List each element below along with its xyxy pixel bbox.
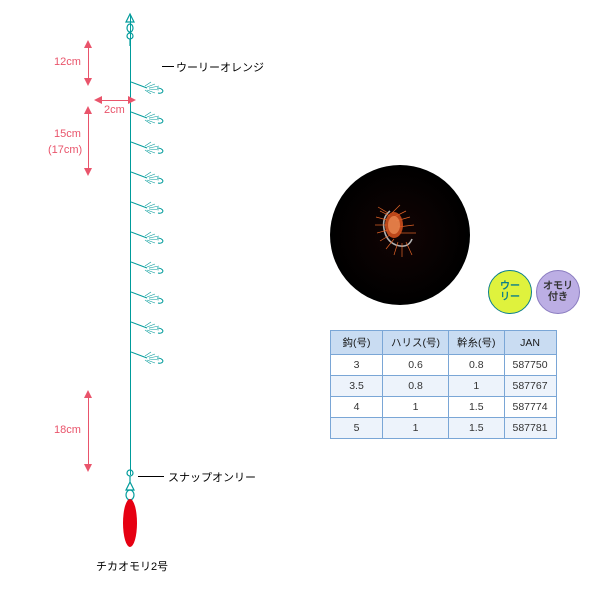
product-photo — [330, 165, 470, 305]
badge-sinker-included: オモリ付き — [536, 270, 580, 314]
hook-branch — [131, 290, 165, 302]
anno-line — [138, 476, 164, 477]
table-cell: 587781 — [504, 418, 556, 439]
hook-branch — [131, 140, 165, 152]
anno-top: ウーリーオレンジ — [176, 59, 264, 75]
hook-branch — [131, 230, 165, 242]
hook-branch — [131, 320, 165, 332]
badge-sinker-label: オモリ付き — [543, 281, 573, 303]
table-cell: 1 — [383, 418, 449, 439]
dim-label-spacing-alt: (17cm) — [48, 144, 82, 156]
table-cell: 0.8 — [383, 376, 449, 397]
table-cell: 0.6 — [383, 355, 449, 376]
dim-arrow — [94, 96, 102, 104]
table-cell: 587750 — [504, 355, 556, 376]
swivel-top — [121, 12, 139, 46]
dim-arrow — [84, 78, 92, 86]
hook-branch — [131, 110, 165, 122]
dim-line-bottom — [88, 396, 89, 466]
table-cell: 1 — [449, 376, 505, 397]
table-cell: 3 — [331, 355, 383, 376]
sinker-label: チカオモリ2号 — [96, 558, 168, 574]
dim-arrow — [84, 168, 92, 176]
dim-label-bottom: 18cm — [54, 424, 81, 436]
anno-snap: スナップオンリー — [168, 469, 256, 485]
dim-arrow — [84, 464, 92, 472]
badge-wooly-label: ウーリー — [500, 281, 520, 303]
dim-arrow — [84, 106, 92, 114]
table-cell: 4 — [331, 397, 383, 418]
dim-line-top — [88, 46, 89, 80]
table-row: 511.5587781 — [331, 418, 557, 439]
dim-label-top: 12cm — [54, 56, 81, 68]
table-header: JAN — [504, 331, 556, 355]
table-cell: 0.8 — [449, 355, 505, 376]
anno-line — [162, 66, 174, 67]
table-row: 411.5587774 — [331, 397, 557, 418]
snap-bottom — [121, 468, 139, 502]
spec-table: 鈎(号)ハリス(号)幹糸(号)JAN 30.60.85877503.50.815… — [330, 330, 557, 439]
table-row: 3.50.81587767 — [331, 376, 557, 397]
table-cell: 1.5 — [449, 418, 505, 439]
dim-arrow — [84, 390, 92, 398]
table-header: ハリス(号) — [383, 331, 449, 355]
table-cell: 1 — [383, 397, 449, 418]
sinker — [122, 498, 138, 548]
dim-label-spacing: 15cm — [54, 128, 81, 140]
hook-fly-icon — [372, 203, 426, 267]
table-row: 30.60.8587750 — [331, 355, 557, 376]
dim-line-spacing — [88, 112, 89, 170]
table-cell: 587767 — [504, 376, 556, 397]
dim-label-branch: 2cm — [104, 104, 125, 116]
table-header: 幹糸(号) — [449, 331, 505, 355]
table-cell: 3.5 — [331, 376, 383, 397]
dim-line-branch — [100, 100, 130, 101]
hook-branch — [131, 170, 165, 182]
hook-branch — [131, 200, 165, 212]
badge-wooly: ウーリー — [488, 270, 532, 314]
hook-branch — [131, 260, 165, 272]
dim-arrow — [84, 40, 92, 48]
table-cell: 587774 — [504, 397, 556, 418]
dim-arrow — [128, 96, 136, 104]
table-header: 鈎(号) — [331, 331, 383, 355]
table-cell: 1.5 — [449, 397, 505, 418]
table-cell: 5 — [331, 418, 383, 439]
hook-branch — [131, 80, 165, 92]
hook-branch — [131, 350, 165, 362]
